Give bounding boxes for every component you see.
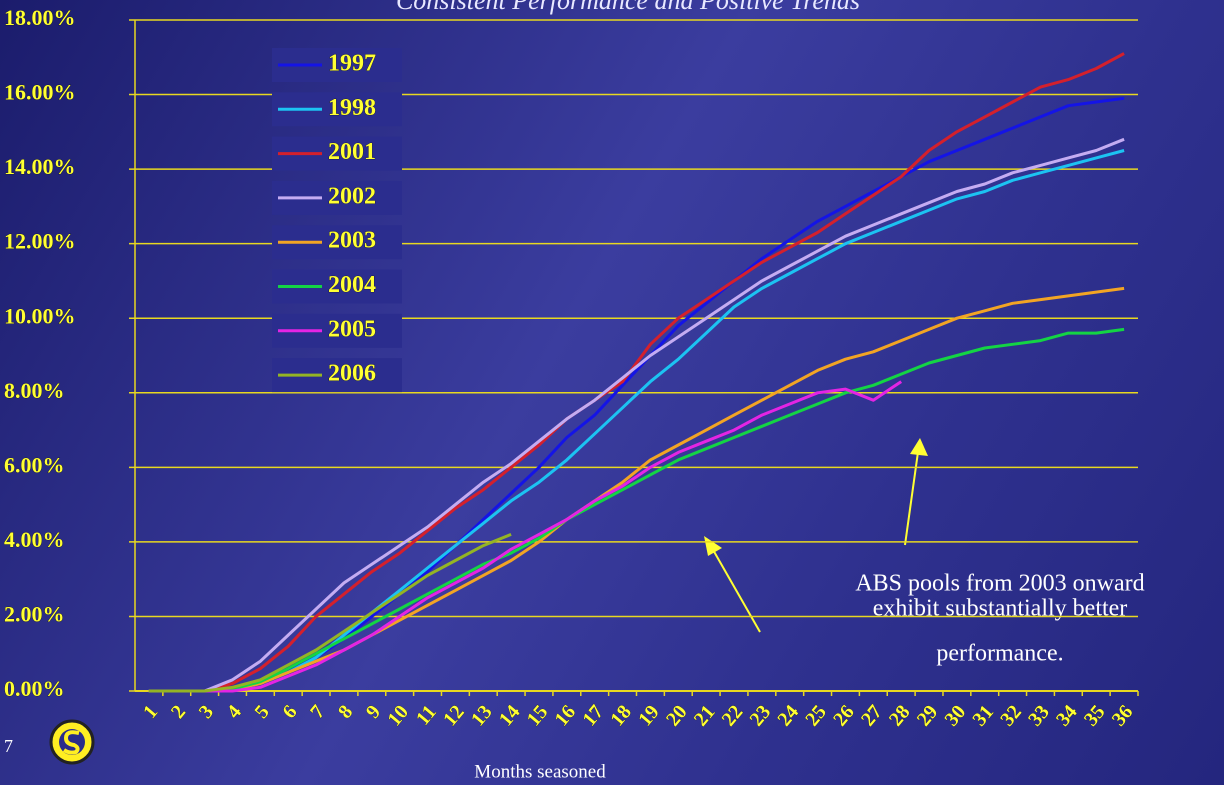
annotation-line: exhibit substantially better	[873, 596, 1128, 622]
x-tick-label: 18	[606, 701, 636, 730]
y-tick-label: 16.00%	[4, 80, 76, 105]
x-tick-label: 29	[913, 701, 943, 730]
x-tick-label: 12	[439, 701, 469, 730]
x-tick-label: 14	[495, 701, 525, 730]
x-tick-label: 30	[941, 701, 971, 730]
legend-label: 2004	[328, 272, 376, 298]
x-tick-label: 4	[223, 701, 246, 723]
x-tick-label: 3	[195, 701, 218, 723]
chart-title: Consistent Performance and Positive Tren…	[396, 0, 860, 15]
y-tick-label: 4.00%	[4, 527, 65, 552]
legend-label: 1998	[328, 95, 376, 121]
x-tick-label: 28	[885, 701, 915, 730]
x-tick-label: 16	[550, 701, 580, 730]
series-line	[148, 286, 1125, 693]
x-tick-label: 24	[773, 701, 803, 730]
x-tick-label: 35	[1080, 701, 1110, 730]
x-tick-label: 7	[306, 701, 329, 723]
x-tick-label: 27	[857, 701, 887, 730]
series-line	[148, 149, 1125, 693]
y-tick-label: 6.00%	[4, 452, 65, 477]
arrow-line	[904, 451, 919, 546]
logo-mark	[62, 730, 80, 755]
legend-label: 2001	[328, 139, 376, 165]
arrow-line	[711, 547, 761, 633]
legend-label: 2006	[328, 361, 376, 387]
y-tick-label: 12.00%	[4, 229, 76, 254]
x-tick-label: 31	[968, 701, 998, 730]
x-tick-label: 23	[746, 701, 776, 730]
x-tick-label: 36	[1108, 701, 1138, 730]
x-tick-label: 2	[167, 701, 190, 723]
x-tick-label: 33	[1024, 701, 1054, 730]
x-tick-label: 5	[250, 701, 273, 723]
legend-label: 2003	[328, 228, 376, 254]
x-tick-label: 13	[467, 701, 497, 730]
arrow-head	[704, 536, 722, 556]
series-line	[148, 327, 1125, 693]
x-tick-label: 17	[578, 701, 608, 730]
series-line	[148, 533, 512, 693]
x-axis-title: Months seasoned	[474, 761, 606, 782]
x-tick-label: 8	[334, 701, 357, 723]
legend-label: 2005	[328, 316, 376, 342]
annotation-line: ABS pools from 2003 onward	[855, 571, 1144, 597]
x-tick-label: 1	[139, 701, 162, 723]
series-line	[148, 137, 1125, 693]
x-tick-label: 26	[829, 701, 859, 730]
y-tick-label: 18.00%	[4, 5, 76, 30]
x-tick-label: 20	[662, 701, 692, 730]
x-tick-label: 19	[634, 701, 664, 730]
x-tick-label: 6	[278, 701, 301, 723]
legend-label: 2002	[328, 183, 376, 209]
x-tick-label: 11	[412, 701, 441, 730]
x-tick-label: 22	[718, 701, 748, 730]
x-tick-label: 10	[383, 701, 413, 730]
y-tick-label: 0.00%	[4, 676, 65, 701]
series-line	[148, 380, 903, 693]
arrow-head	[910, 438, 928, 456]
x-tick-label: 32	[996, 701, 1026, 730]
x-tick-label: 21	[690, 701, 720, 730]
y-tick-label: 8.00%	[4, 378, 65, 403]
page-number: 7	[4, 736, 13, 756]
y-tick-label: 10.00%	[4, 303, 76, 328]
x-tick-label: 9	[362, 701, 385, 723]
x-tick-label: 15	[523, 701, 553, 730]
y-tick-label: 2.00%	[4, 601, 65, 626]
legend-label: 1997	[328, 51, 376, 77]
x-tick-label: 25	[801, 701, 831, 730]
annotation-line: performance.	[936, 641, 1063, 667]
x-tick-label: 34	[1052, 701, 1082, 730]
logo	[49, 719, 95, 765]
series-line	[148, 52, 1125, 693]
y-tick-label: 14.00%	[4, 154, 76, 179]
